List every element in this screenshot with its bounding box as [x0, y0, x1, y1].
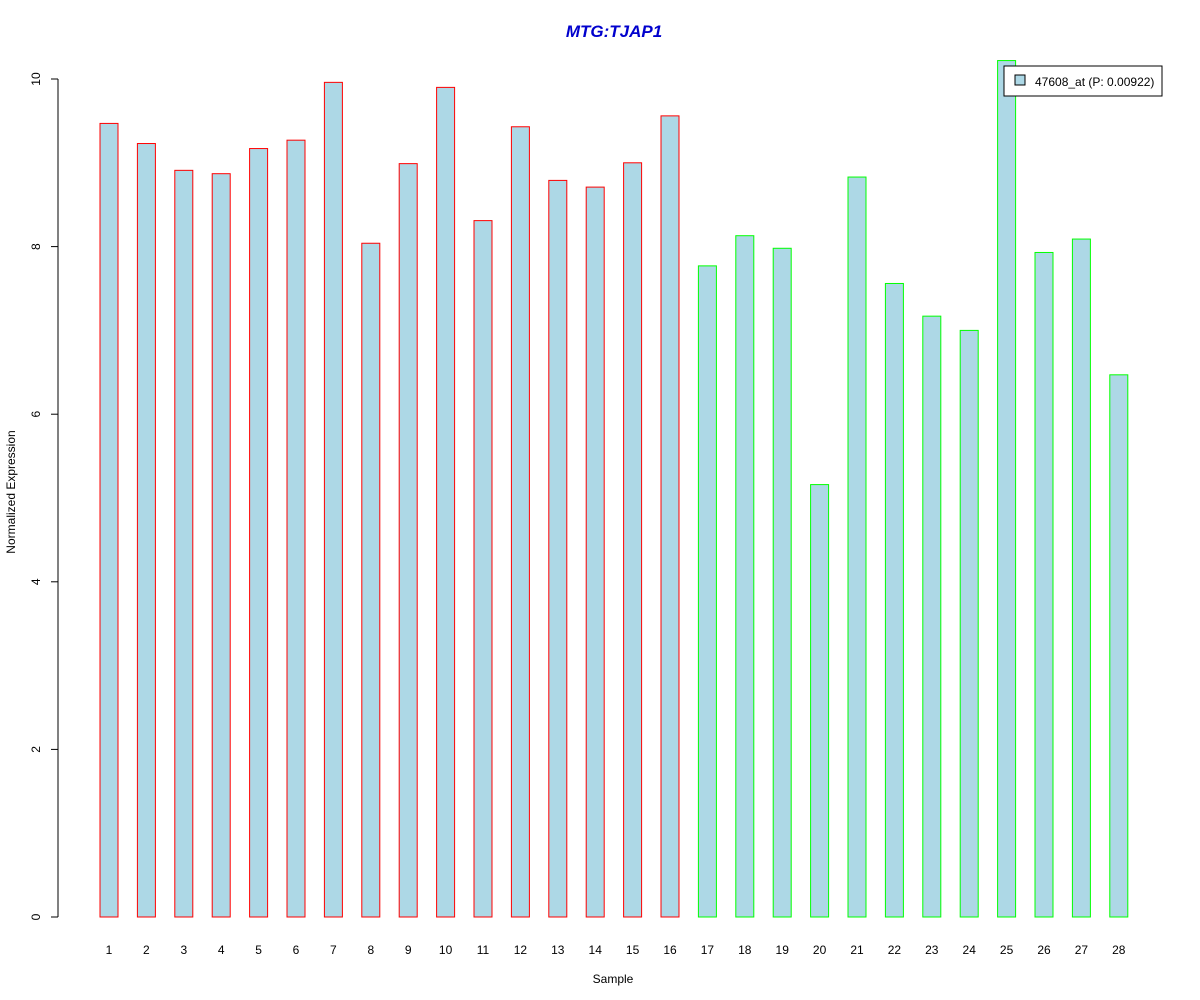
- x-tick-label: 20: [813, 943, 827, 957]
- x-tick-label: 26: [1037, 943, 1051, 957]
- x-tick-label: 19: [776, 943, 790, 957]
- x-tick-label: 13: [551, 943, 565, 957]
- x-axis-label: Sample: [593, 972, 634, 986]
- x-tick-label: 1: [106, 943, 113, 957]
- x-tick-label: 4: [218, 943, 225, 957]
- x-tick-label: 17: [701, 943, 715, 957]
- x-tick-label: 8: [367, 943, 374, 957]
- x-tick-label: 18: [738, 943, 752, 957]
- bar: [697, 265, 717, 918]
- bar: [136, 143, 156, 918]
- bar: [323, 81, 343, 918]
- bar: [286, 139, 306, 918]
- bar: [959, 329, 979, 918]
- x-tick-label: 14: [589, 943, 603, 957]
- bar: [735, 235, 755, 918]
- y-axis-label: Normalized Expression: [4, 430, 18, 553]
- x-axis-tick-labels: 1 2 3 4 5 6 7 8 9 10 11 12 13 14 15 16 17 18 19 20 21 22 23 24 2…: [106, 943, 1126, 957]
- bar: [249, 148, 269, 918]
- x-tick-label: 28: [1112, 943, 1126, 957]
- x-tick-label: 25: [1000, 943, 1014, 957]
- y-tick-label: 8: [29, 243, 43, 250]
- bar: [660, 115, 680, 918]
- bar: [997, 60, 1017, 918]
- bar: [585, 186, 605, 918]
- x-tick-label: 7: [330, 943, 337, 957]
- y-axis: 0 2 4 6 8 10: [29, 72, 59, 920]
- bar: [473, 220, 493, 918]
- x-tick-label: 6: [293, 943, 300, 957]
- bar: [99, 122, 119, 918]
- x-tick-label: 23: [925, 943, 939, 957]
- legend: 47608_at (P: 0.00922): [1003, 65, 1163, 97]
- x-tick-label: 27: [1075, 943, 1089, 957]
- x-tick-label: 10: [439, 943, 453, 957]
- bar: [810, 484, 830, 918]
- bar: [1109, 374, 1129, 918]
- x-tick-label: 21: [850, 943, 864, 957]
- bar: [436, 86, 456, 918]
- bar: [772, 247, 792, 918]
- x-tick-label: 16: [663, 943, 677, 957]
- legend-label: 47608_at (P: 0.00922): [1035, 75, 1154, 89]
- bar: [847, 176, 867, 918]
- y-tick-label: 4: [29, 578, 43, 585]
- bar: [1034, 251, 1054, 918]
- bar: [361, 242, 381, 918]
- x-tick-label: 3: [180, 943, 187, 957]
- x-tick-label: 5: [255, 943, 262, 957]
- bar: [623, 162, 643, 918]
- bar: [922, 315, 942, 918]
- bar: [174, 169, 194, 918]
- bar: [1071, 238, 1091, 918]
- x-tick-label: 2: [143, 943, 150, 957]
- x-tick-label: 15: [626, 943, 640, 957]
- bar: [510, 126, 530, 918]
- legend-box: [1003, 65, 1163, 97]
- y-tick-label: 10: [29, 72, 43, 86]
- y-tick-label: 2: [29, 746, 43, 753]
- x-tick-label: 24: [963, 943, 977, 957]
- x-tick-label: 11: [477, 943, 490, 957]
- x-tick-label: 12: [514, 943, 528, 957]
- x-tick-label: 9: [405, 943, 412, 957]
- y-tick-label: 0: [29, 913, 43, 920]
- bar: [884, 282, 904, 918]
- bar: [398, 163, 418, 918]
- legend-swatch: [1014, 74, 1026, 86]
- bars: [99, 60, 1129, 918]
- bar: [211, 173, 231, 918]
- bar: [548, 179, 568, 918]
- x-tick-label: 22: [888, 943, 902, 957]
- y-tick-label: 6: [29, 411, 43, 418]
- chart-title: MTG:TJAP1: [566, 22, 662, 41]
